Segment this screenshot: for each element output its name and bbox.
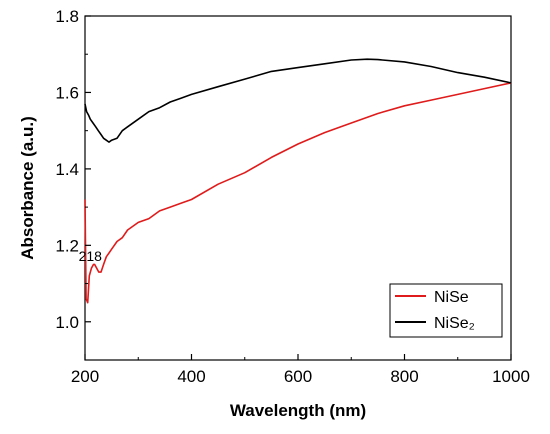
- x-tick-labels: 200 400 600 800 1000: [71, 367, 530, 386]
- tick-layer: [84, 15, 512, 360]
- series-line-nise2: [84, 58, 512, 143]
- legend-box: [389, 283, 503, 338]
- x-tick-label: 1000: [492, 367, 530, 386]
- y-axis-title: Absorbance (a.u.): [18, 116, 37, 260]
- series-line-nise: [84, 82, 512, 304]
- x-tick-label: 800: [390, 367, 418, 386]
- y-tick-label: 1.0: [55, 313, 79, 332]
- y-tick-label: 1.2: [55, 236, 79, 255]
- y-tick-label: 1.6: [55, 83, 79, 102]
- x-axis-title: Wavelength (nm): [230, 401, 366, 420]
- y-tick-label: 1.4: [55, 160, 79, 179]
- x-tick-label: 600: [284, 367, 312, 386]
- legend: NiSe NiSe₂: [389, 283, 503, 338]
- y-tick-label: 1.8: [55, 7, 79, 26]
- x-tick-label: 400: [177, 367, 205, 386]
- x-tick-label: 200: [71, 367, 99, 386]
- y-tick-labels: 1.0 1.2 1.4 1.6 1.8: [55, 7, 79, 332]
- series-layer: [84, 58, 512, 304]
- legend-label-nise2: NiSe₂: [434, 315, 475, 332]
- legend-label-nise: NiSe: [434, 289, 469, 306]
- peak-annotation-218: 218: [79, 248, 103, 264]
